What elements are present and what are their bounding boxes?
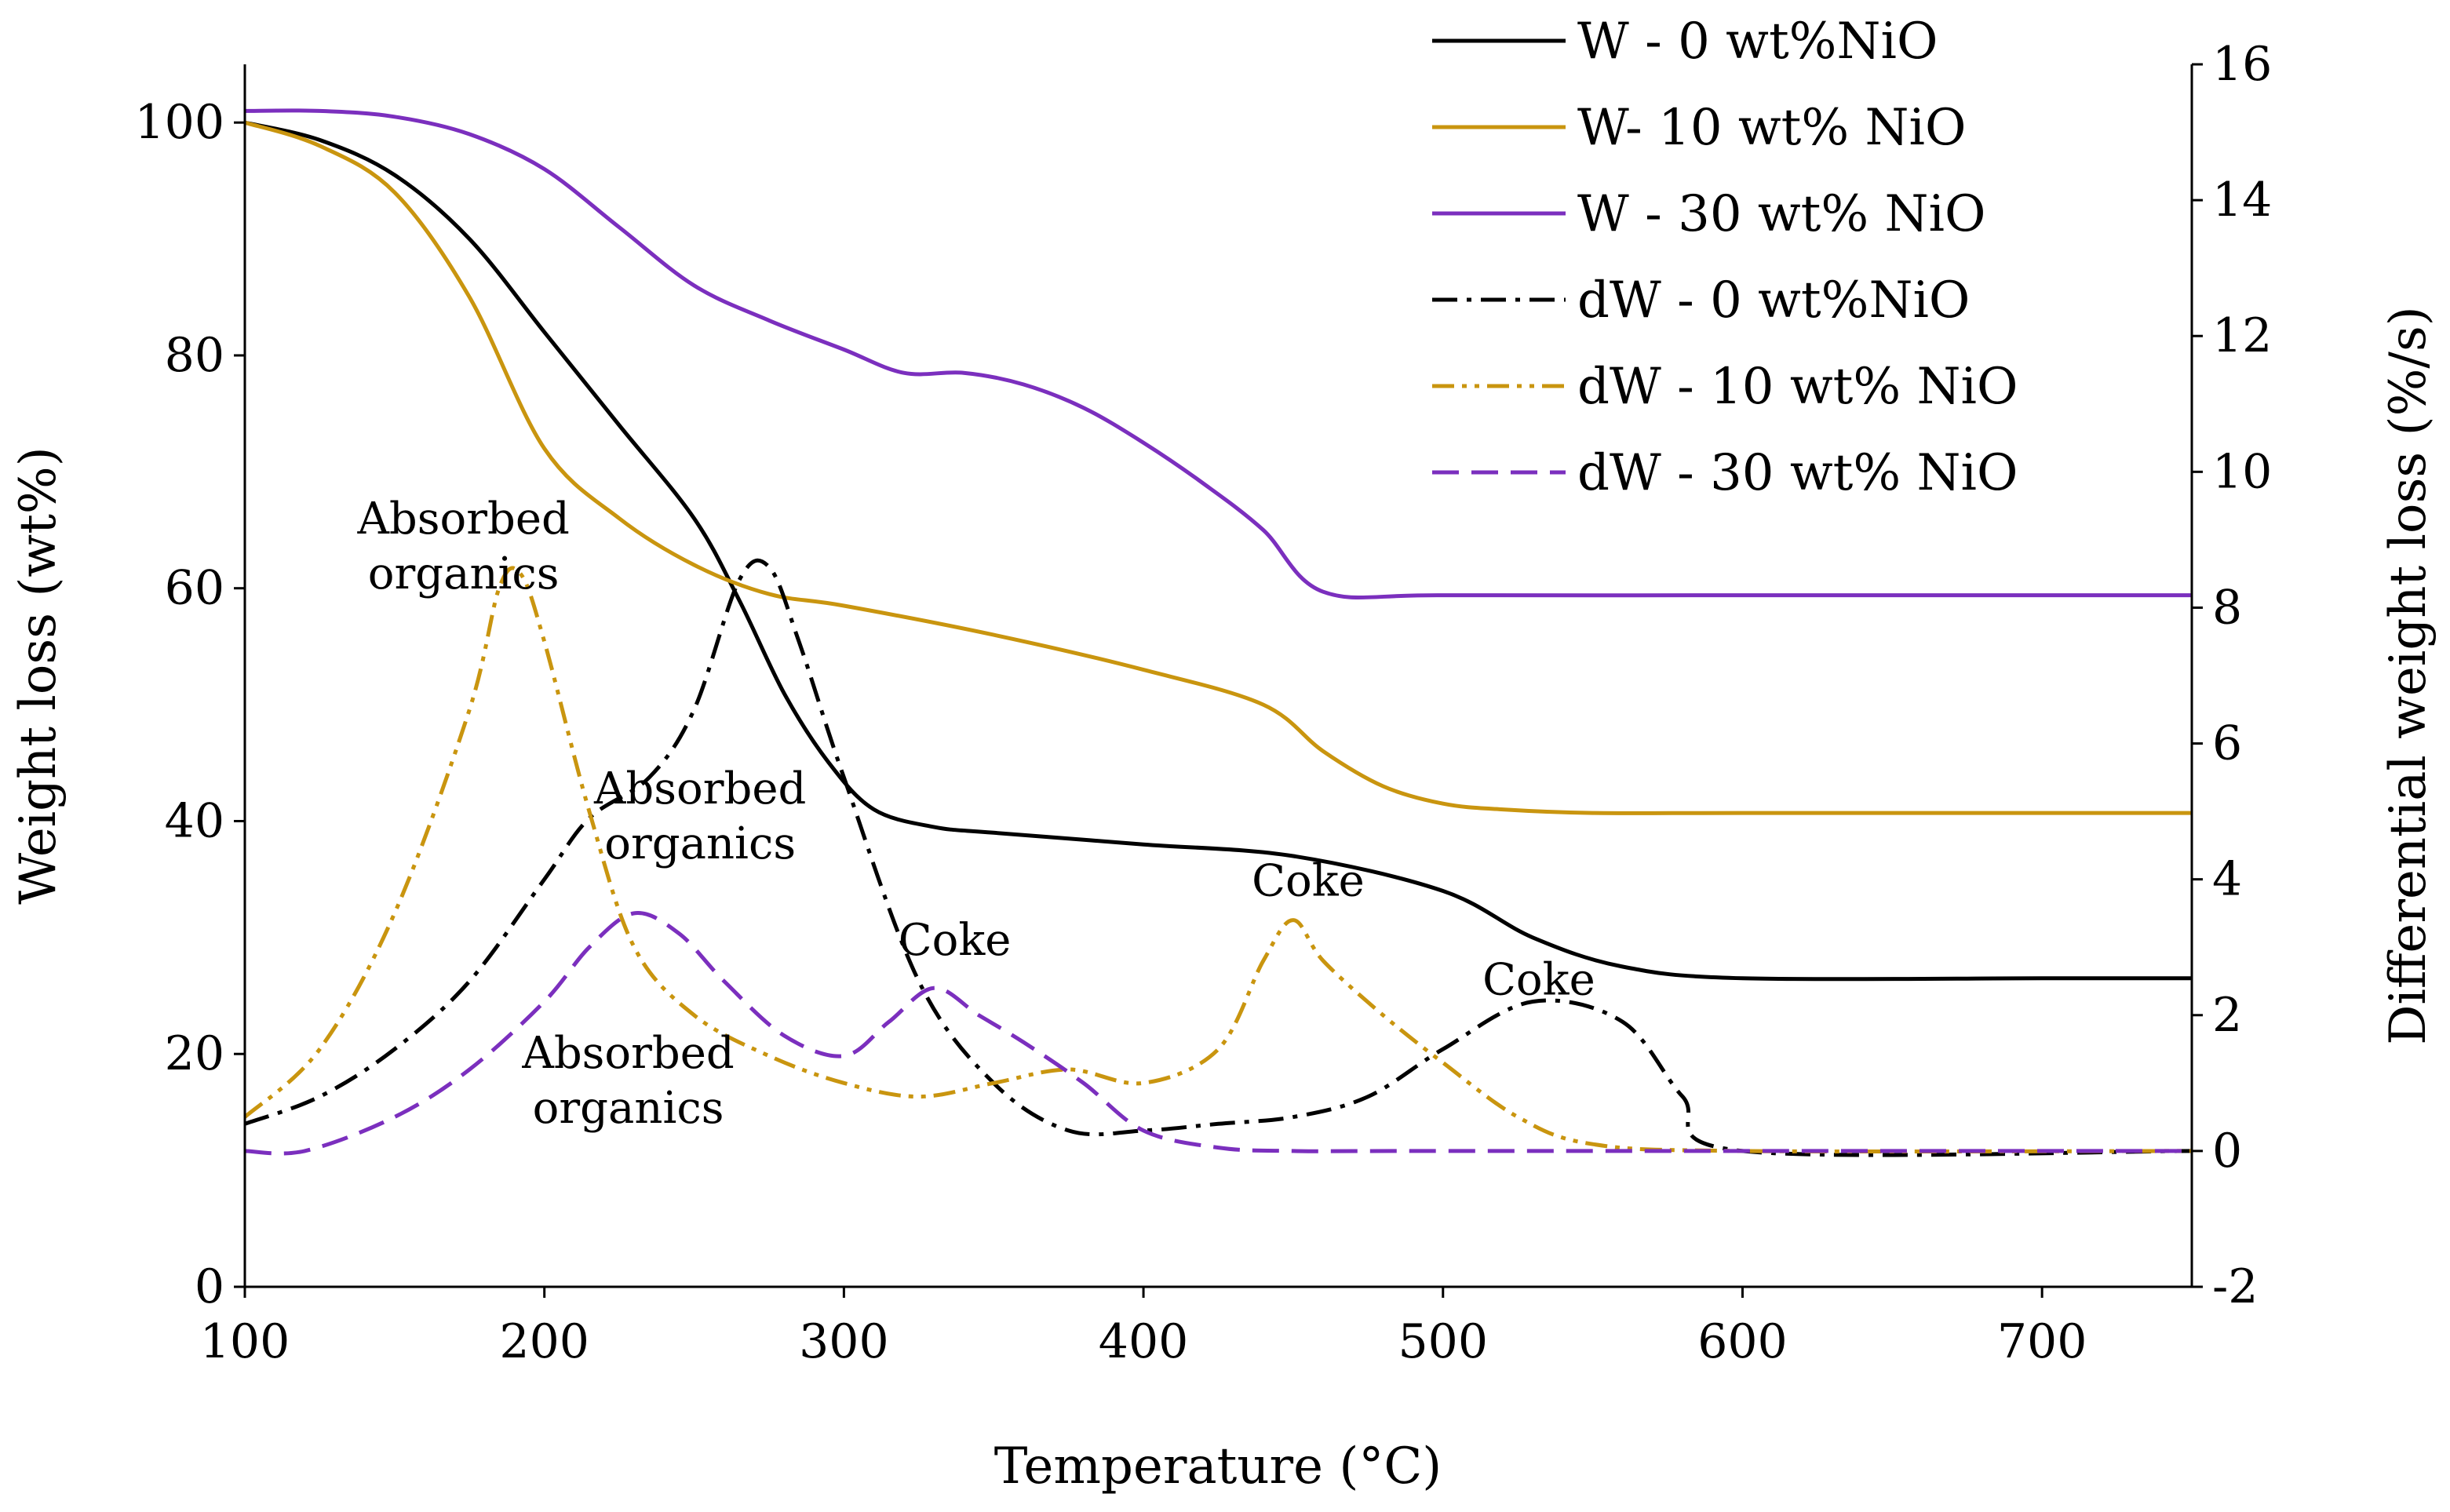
- y-right-tick-label-8: 14: [2212, 173, 2272, 228]
- annotation-4: Coke: [1252, 855, 1365, 906]
- series-line-1: [244, 120, 2192, 815]
- annotation-0-line-0: Absorbed: [356, 494, 569, 545]
- series-line-2: [244, 108, 2192, 599]
- x-tick-label-1: 200: [499, 1314, 589, 1369]
- annotation-5: Coke: [1482, 955, 1595, 1006]
- y-axis-right-title: Differential weight loss (%/s): [2379, 306, 2437, 1045]
- series-line-4: [243, 566, 2193, 1154]
- annotation-2-line-1: organics: [533, 1083, 724, 1134]
- legend-label-2: W - 30 wt% NiO: [1577, 185, 1985, 243]
- y-right-tick-label-4: 6: [2212, 716, 2242, 771]
- y-left-tick-label-0: 0: [195, 1259, 224, 1314]
- y-right-tick-label-0: -2: [2212, 1259, 2258, 1314]
- annotation-3-line-0: Coke: [899, 915, 1012, 966]
- y-right-tick-label-1: 0: [2212, 1124, 2242, 1179]
- annotation-3: Coke: [899, 915, 1012, 966]
- annotation-1-line-0: Absorbed: [593, 763, 806, 814]
- x-tick-label-6: 700: [1997, 1314, 2087, 1369]
- legend-label-1: W- 10 wt% NiO: [1577, 99, 1966, 157]
- annotation-5-line-0: Coke: [1482, 955, 1595, 1006]
- series-line-0: [244, 120, 2192, 982]
- y-right-tick-label-7: 12: [2212, 308, 2272, 363]
- x-tick-label-3: 400: [1099, 1314, 1189, 1369]
- y-left-tick-label-4: 80: [165, 328, 224, 383]
- y-left-tick-label-2: 40: [165, 793, 224, 848]
- annotation-4-line-0: Coke: [1252, 855, 1365, 906]
- annotation-1: Absorbed organics: [593, 763, 806, 869]
- y-left-tick-label-1: 20: [165, 1026, 224, 1081]
- legend-label-3: dW - 0 wt%NiO: [1577, 271, 1970, 330]
- x-tick-label-0: 100: [200, 1314, 290, 1369]
- x-tick-label-5: 600: [1697, 1314, 1788, 1369]
- legend-label-0: W - 0 wt%NiO: [1577, 13, 1938, 71]
- legend: W - 0 wt%NiO W- 10 wt% NiO W - 30 wt% NiO d…: [1432, 13, 2018, 502]
- x-axis-title: Temperature (°C): [994, 1437, 1442, 1496]
- y-right-tick-label-5: 8: [2212, 580, 2242, 635]
- annotation-2: Absorbed organics: [521, 1028, 734, 1134]
- annotation-0-line-1: organics: [368, 548, 560, 599]
- y-right-tick-label-2: 2: [2212, 988, 2242, 1043]
- y-axis-left-title: Weight loss (wt%): [9, 446, 67, 904]
- axes-layer: [243, 64, 2193, 1288]
- series-layer: [243, 108, 2193, 1157]
- annotation-0: Absorbed organics: [356, 494, 569, 599]
- annotation-1-line-1: organics: [604, 818, 796, 869]
- y-left-tick-label-3: 60: [165, 561, 224, 616]
- y-left-tick-label-5: 100: [134, 95, 224, 150]
- x-tick-label-4: 500: [1398, 1314, 1489, 1369]
- annotation-2-line-0: Absorbed: [521, 1028, 734, 1079]
- legend-label-5: dW - 30 wt% NiO: [1577, 444, 2018, 502]
- ticks-layer: 100 200 300 400 500 600 700 0 20 40 60 80 100 -2 0 2 4 6 8…: [134, 37, 2272, 1369]
- y-right-tick-label-6: 10: [2212, 444, 2272, 499]
- y-right-tick-label-3: 4: [2212, 852, 2242, 907]
- series-line-5: [244, 911, 2192, 1156]
- y-right-tick-label-9: 16: [2212, 37, 2272, 92]
- x-tick-label-2: 300: [799, 1314, 889, 1369]
- legend-label-4: dW - 10 wt% NiO: [1577, 358, 2018, 416]
- series-line-3: [244, 558, 2193, 1157]
